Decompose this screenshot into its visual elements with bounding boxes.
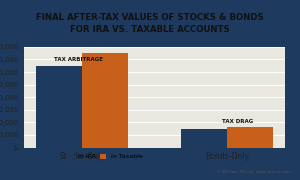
Text: FINAL AFTER-TAX VALUES OF STOCKS & BONDS
FOR IRA VS. TAXABLE ACCOUNTS: FINAL AFTER-TAX VALUES OF STOCKS & BONDS… [36,13,264,34]
Bar [181,129,227,148]
Bar [227,127,273,148]
Bar [82,53,128,148]
Bar [36,66,82,148]
Text: © Michael Kitces, www.kitces.com: © Michael Kitces, www.kitces.com [216,170,291,174]
Text: TAX ARBITRAGE: TAX ARBITRAGE [54,57,104,62]
Text: TAX DRAG: TAX DRAG [222,119,254,124]
Legend: In IRA, In Taxable: In IRA, In Taxable [65,151,146,162]
